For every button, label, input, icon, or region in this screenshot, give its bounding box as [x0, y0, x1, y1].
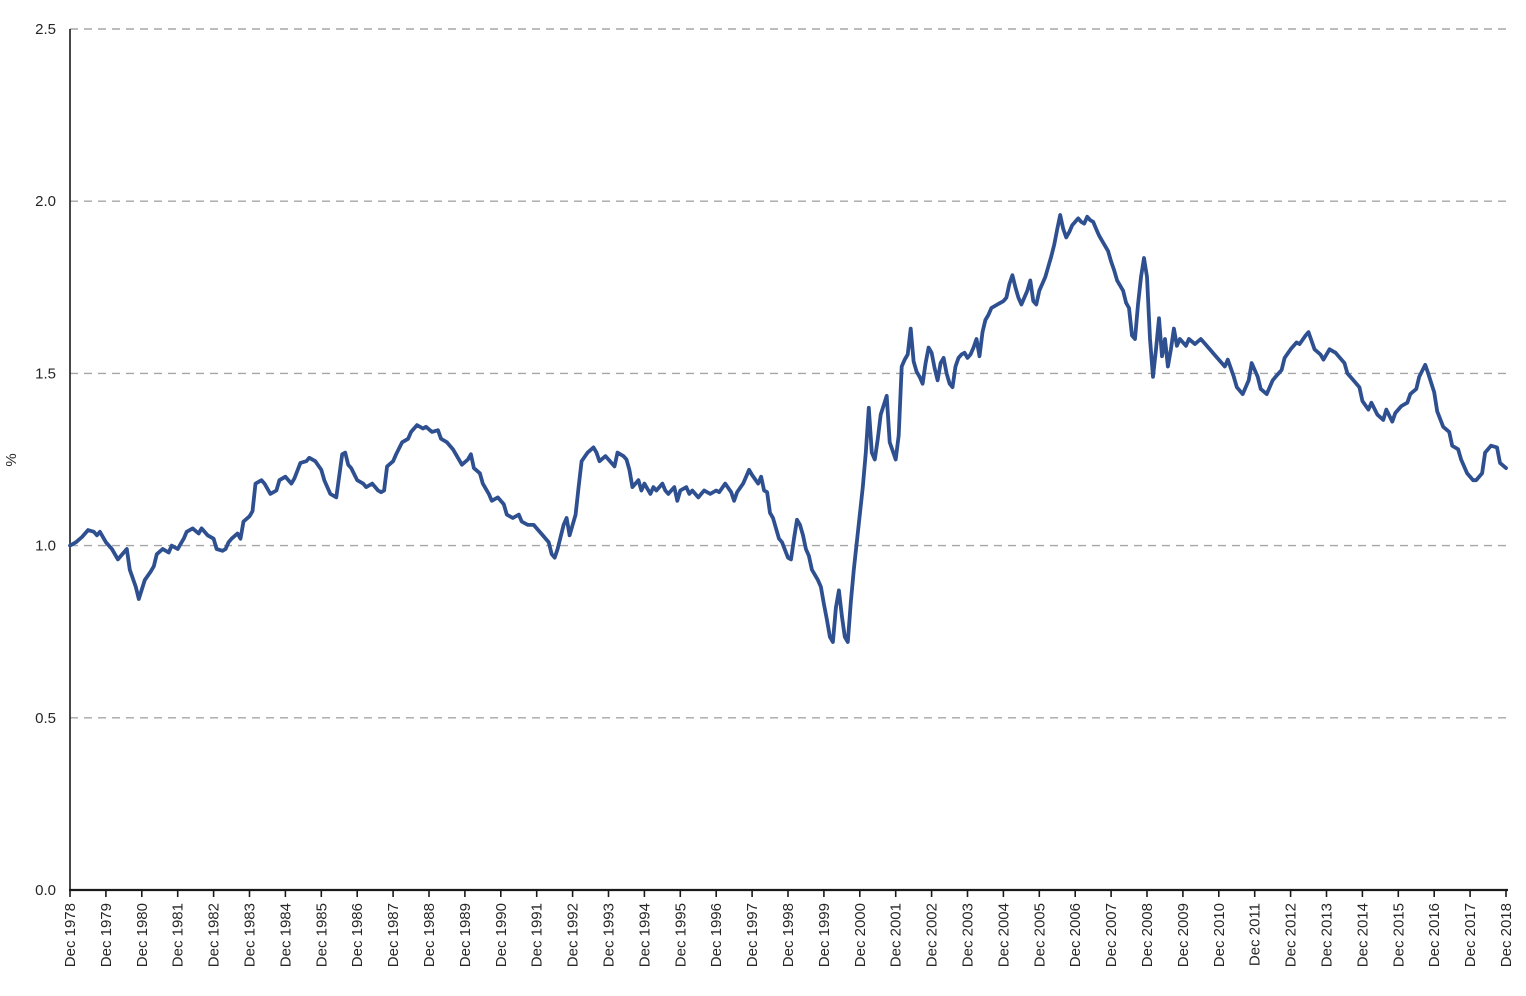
x-tick-label: Dec 1998 — [780, 903, 797, 967]
x-tick-label: Dec 2006 — [1067, 903, 1084, 967]
x-tick-label: Dec 1993 — [601, 903, 618, 967]
x-tick-label: Dec 1980 — [134, 903, 151, 967]
gridlines — [70, 28, 1506, 719]
x-tick-label: Dec 1981 — [170, 903, 187, 967]
y-axis: 0.0 0.5 1.0 1.5 2.0 2.5 — [35, 21, 56, 899]
y-tick-label: 2.5 — [35, 21, 56, 38]
x-tick-label: Dec 1995 — [672, 903, 689, 967]
x-tick-label: Dec 2018 — [1498, 903, 1515, 967]
x-tick-label: Dec 1979 — [98, 903, 115, 967]
x-tick-label: Dec 2010 — [1211, 903, 1228, 967]
y-axis-title: % — [3, 453, 20, 466]
y-tick-label: 1.5 — [35, 365, 56, 382]
x-tick-label: Dec 1987 — [385, 903, 402, 967]
y-tick-label: 0.0 — [35, 882, 56, 899]
y-tick-label: 0.5 — [35, 710, 56, 727]
x-tick-label: Dec 2005 — [1031, 903, 1048, 967]
x-tick-label: Dec 2015 — [1390, 903, 1407, 967]
x-tick-label: Dec 1986 — [349, 903, 366, 967]
x-tick-label: Dec 1989 — [457, 903, 474, 967]
x-tick-label: Dec 1991 — [529, 903, 546, 967]
x-tick-label: Dec 1988 — [421, 903, 438, 967]
x-tick-label: Dec 1997 — [744, 903, 761, 967]
x-tick-label: Dec 2014 — [1354, 903, 1371, 967]
x-tick-label: Dec 2012 — [1283, 903, 1300, 967]
y-tick-label: 2.0 — [35, 193, 56, 210]
x-tick-label: Dec 2008 — [1139, 903, 1156, 967]
x-tick-label: Dec 2004 — [995, 903, 1012, 967]
x-tick-label: Dec 2000 — [852, 903, 869, 967]
x-tick-label: Dec 1990 — [493, 903, 510, 967]
x-axis: Dec 1978 Dec 1979 Dec 1980 Dec 1981 Dec 1982… — [62, 890, 1515, 967]
x-tick-label: Dec 1985 — [313, 903, 330, 967]
x-tick-label: Dec 2017 — [1462, 903, 1479, 967]
x-tick-label: Dec 1982 — [206, 903, 223, 967]
y-tick-label: 1.0 — [35, 538, 56, 555]
x-tick-label: Dec 1983 — [242, 903, 259, 967]
x-tick-label: Dec 2013 — [1319, 903, 1336, 967]
x-tick-label: Dec 1992 — [565, 903, 582, 967]
x-tick-label: Dec 2011 — [1247, 903, 1264, 966]
x-tick-label: Dec 2003 — [960, 903, 977, 967]
x-tick-label: Dec 1996 — [708, 903, 725, 967]
x-tick-label: Dec 1994 — [636, 903, 653, 967]
x-tick-label: Dec 2002 — [924, 903, 941, 967]
data-line — [68, 213, 1508, 644]
x-tick-label: Dec 1984 — [277, 903, 294, 967]
x-tick-label: Dec 2001 — [888, 903, 905, 967]
x-tick-label: Dec 2007 — [1103, 903, 1120, 967]
x-tick-label: Dec 2009 — [1175, 903, 1192, 967]
x-tick-label: Dec 2016 — [1426, 903, 1443, 967]
x-tick-label: Dec 1978 — [62, 903, 79, 967]
x-tick-label: Dec 1999 — [816, 903, 833, 967]
